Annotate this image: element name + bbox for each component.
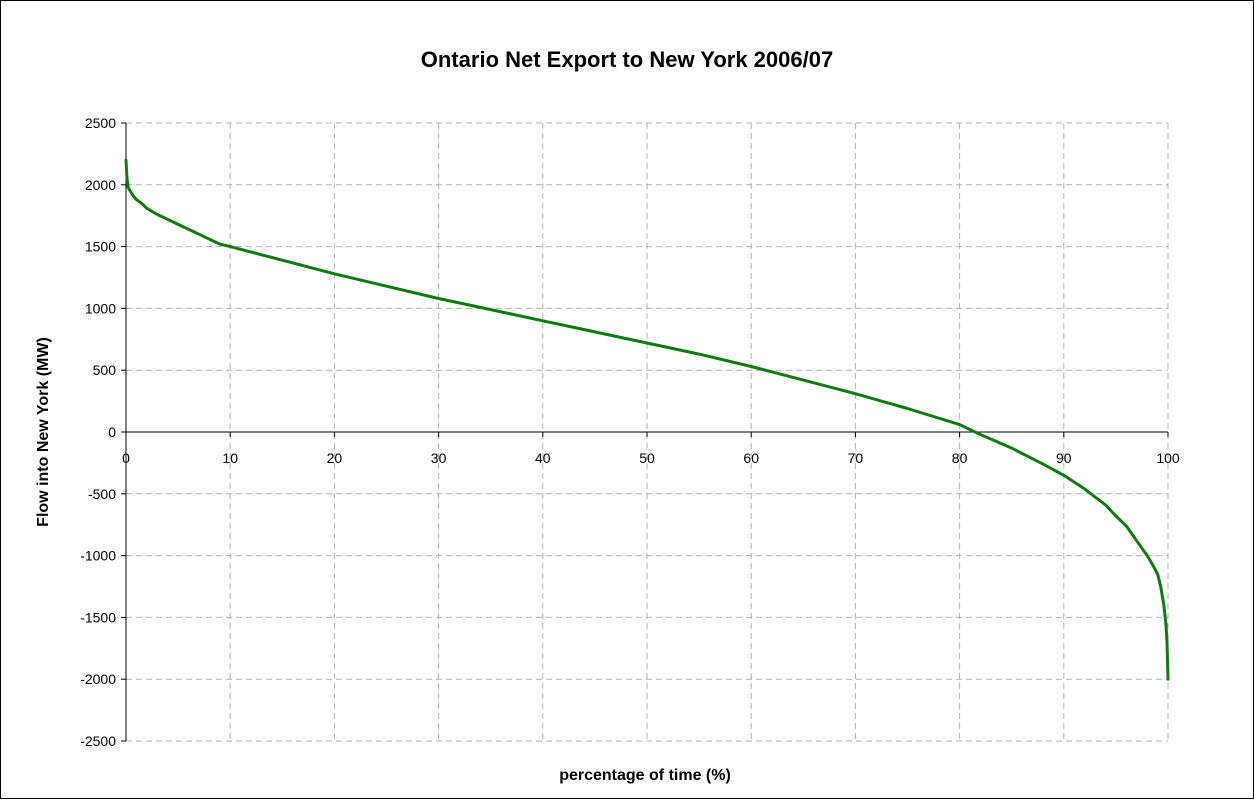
y-tick-labels: 2500 2000 1500 1000 500 0 -500 -1000 -1500 -2000 -…: [80, 115, 116, 749]
x-tick-label: 70: [848, 450, 864, 466]
y-tick-label: 2000: [85, 177, 116, 193]
y-tick-label: 1000: [85, 300, 116, 316]
x-tick-label: 60: [743, 450, 759, 466]
x-tick-label: 30: [431, 450, 447, 466]
y-tick-label: -1500: [80, 609, 116, 625]
y-tick-label: -2000: [80, 671, 116, 687]
x-tick-label: 20: [327, 450, 343, 466]
x-tick-labels: 0 10 20 30 40 50 60 70 80 90 100: [122, 450, 1180, 466]
x-tick-label: 50: [639, 450, 655, 466]
axes-layer: [121, 122, 1169, 742]
y-tick-label: 2500: [85, 115, 116, 131]
y-tick-label: 0: [108, 424, 116, 440]
x-tick-label: 10: [222, 450, 238, 466]
y-tick-label: 1500: [85, 239, 116, 255]
x-tick-label: 90: [1056, 450, 1072, 466]
x-tick-label: 100: [1156, 450, 1180, 466]
chart-title: Ontario Net Export to New York 2006/07: [421, 47, 833, 72]
x-tick-label: 80: [952, 450, 968, 466]
x-tick-label: 40: [535, 450, 551, 466]
x-axis-title: percentage of time (%): [559, 767, 731, 784]
y-tick-label: -2500: [80, 733, 116, 749]
y-axis-title: Flow into New York (MW): [35, 337, 52, 527]
y-tick-label: -1000: [80, 548, 116, 564]
y-tick-label: -500: [88, 486, 116, 502]
series-layer: [124, 158, 1170, 681]
series-line: [124, 158, 1170, 681]
x-tick-label: 0: [122, 450, 130, 466]
y-tick-label: 500: [93, 362, 117, 378]
